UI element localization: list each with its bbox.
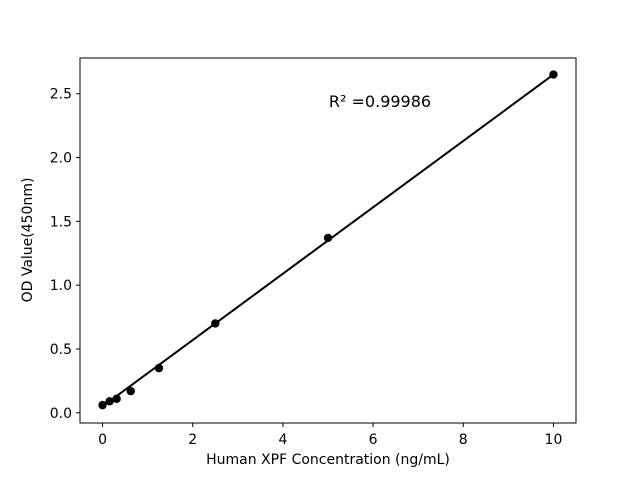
x-tick-label: 10 <box>545 432 563 448</box>
x-axis-label: Human XPF Concentration (ng/mL) <box>206 452 450 468</box>
y-tick-label: 1.0 <box>50 278 72 294</box>
data-point <box>98 400 107 410</box>
x-tick-label: 0 <box>98 432 107 448</box>
data-point <box>154 363 164 373</box>
data-point <box>105 397 114 406</box>
y-tick-label: 2.0 <box>50 151 72 167</box>
data-point <box>549 70 558 79</box>
x-tick-label: 4 <box>278 432 287 448</box>
x-tick-label: 8 <box>459 432 468 448</box>
x-tick-label: 6 <box>369 432 378 448</box>
y-tick-label: 0.5 <box>50 342 72 358</box>
y-tick-label: 2.5 <box>50 87 72 103</box>
data-point <box>112 394 121 403</box>
y-axis-label: OD Value(450nm) <box>20 178 36 303</box>
plot-border <box>79 57 577 424</box>
y-tick-label: 0.0 <box>50 406 72 422</box>
x-tick-label: 2 <box>188 432 197 448</box>
x-axis-ticks: 0 2 4 6 8 10 <box>98 423 562 448</box>
data-point <box>211 319 220 328</box>
data-point <box>323 233 333 243</box>
y-tick-label: 1.5 <box>50 214 72 230</box>
data-series <box>98 70 558 410</box>
r-squared-annotation: R² =0.99986 <box>329 92 431 111</box>
data-point <box>126 386 135 396</box>
y-axis-ticks: 0.0 0.5 1.0 1.5 2.0 2.5 <box>50 87 80 422</box>
